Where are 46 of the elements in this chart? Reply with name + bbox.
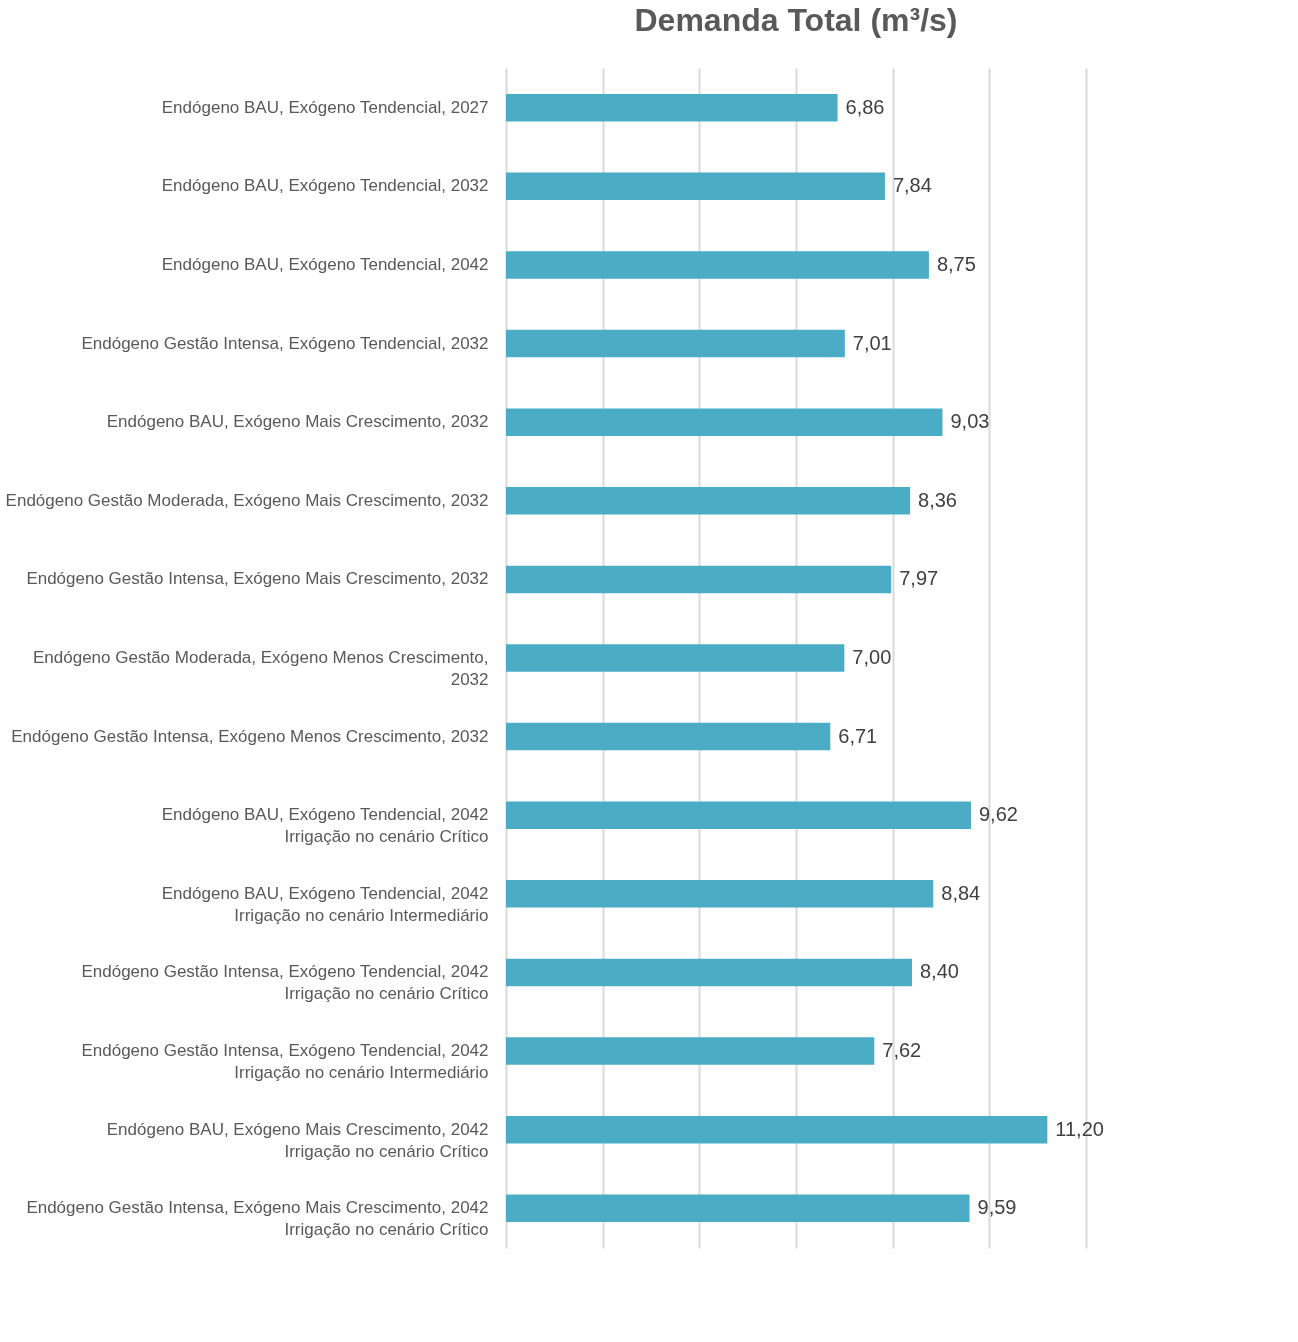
bar xyxy=(506,644,845,672)
bar xyxy=(506,1115,1048,1144)
data-label: 8,40 xyxy=(920,960,959,983)
data-label: 7,00 xyxy=(852,646,892,668)
data-label: 11,20 xyxy=(1055,1117,1104,1140)
data-label: 7,01 xyxy=(852,331,892,354)
y-tick-label: Endógeno BAU, Exógeno Tendencial, 2042 Irrigação no cenário Crítico xyxy=(161,805,489,847)
y-tick-label: Endógeno Gestão Intensa, Exógeno Mais Crescimento, 2032 xyxy=(26,569,489,589)
data-label: 6,71 xyxy=(838,724,878,747)
data-label: 8,84 xyxy=(941,881,981,904)
data-label: 9,03 xyxy=(950,410,990,433)
data-label: 6,86 xyxy=(845,95,885,118)
bar xyxy=(506,487,911,515)
bar xyxy=(506,251,929,279)
y-tick-label: Endógeno Gestão Intensa, Exógeno Tendencial, 2032 xyxy=(81,333,489,353)
y-tick-label: Endógeno BAU, Exógeno Mais Crescimento, 2032 xyxy=(106,412,489,432)
data-label: 7,62 xyxy=(882,1039,922,1062)
bar xyxy=(506,880,934,908)
y-tick-label: Endógeno BAU, Exógeno Mais Crescimento, 2042 Irrigação no cenário Crítico xyxy=(106,1119,489,1161)
data-label: 8,36 xyxy=(918,488,957,511)
data-label: 9,62 xyxy=(978,803,1018,826)
y-tick-label: Endógeno Gestão Moderada, Exógeno Menos Crescimento, 2032 xyxy=(33,648,489,689)
y-tick-label: Endógeno Gestão Intensa, Exógeno Tendencial, 2042 Irrigação no cenário Crítico xyxy=(81,962,489,1004)
data-label: 7,97 xyxy=(899,567,939,590)
y-tick-label: Endógeno BAU, Exógeno Tendencial, 2027 xyxy=(161,97,489,117)
y-tick-label: Endógeno Gestão Moderada, Exógeno Mais Crescimento, 2032 xyxy=(5,490,489,510)
y-tick-label: Endógeno Gestão Intensa, Exógeno Mais Crescimento, 2042 Irrigação no cenário Crítico xyxy=(26,1198,489,1240)
y-tick-label: Endógeno BAU, Exógeno Tendencial, 2032 xyxy=(161,176,489,196)
bar xyxy=(506,722,831,751)
data-label: 9,59 xyxy=(977,1196,1017,1219)
bar xyxy=(506,801,971,829)
y-tick-label: Endógeno BAU, Exógeno Tendencial, 2042 xyxy=(161,254,489,274)
bar xyxy=(506,408,943,436)
y-tick-label: Endógeno BAU, Exógeno Tendencial, 2042 Irrigação no cenário Intermediário xyxy=(161,883,489,925)
bar xyxy=(506,93,838,122)
bar xyxy=(506,565,892,594)
data-label: 8,75 xyxy=(936,252,976,275)
bar xyxy=(506,958,912,987)
bar xyxy=(506,329,845,358)
bar xyxy=(506,1037,875,1065)
y-tick-label: Endógeno Gestão Intensa, Exógeno Tendencial, 2042 Irrigação no cenário Intermediário xyxy=(81,1041,489,1083)
bar xyxy=(506,1194,970,1223)
bar xyxy=(506,172,885,201)
chart-title: Demanda Total (m³/s) xyxy=(634,2,958,38)
y-tick-label: Endógeno Gestão Intensa, Exógeno Menos Crescimento, 2032 xyxy=(11,726,489,746)
data-label: 7,84 xyxy=(892,174,932,197)
